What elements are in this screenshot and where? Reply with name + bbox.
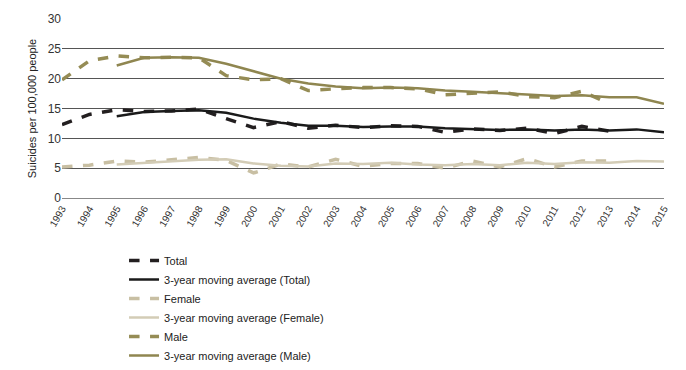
svg-text:5: 5 [54,161,61,175]
svg-text:2001: 2001 [266,204,287,229]
svg-text:Female: Female [164,293,201,305]
svg-text:1993: 1993 [47,204,68,229]
svg-text:1995: 1995 [102,204,123,229]
svg-text:3-year moving average (Female): 3-year moving average (Female) [164,312,324,324]
svg-text:Male: Male [164,331,188,343]
svg-text:10: 10 [48,132,62,146]
svg-text:2006: 2006 [403,204,424,229]
svg-text:2003: 2003 [321,204,342,229]
svg-text:1997: 1997 [157,204,178,229]
svg-text:2015: 2015 [649,204,670,229]
svg-text:2004: 2004 [348,204,369,229]
svg-text:2011: 2011 [540,204,560,229]
svg-text:20: 20 [48,72,62,86]
svg-text:30: 30 [48,12,62,26]
svg-text:2008: 2008 [458,204,479,229]
svg-text:2014: 2014 [622,204,643,229]
svg-text:2005: 2005 [376,204,397,229]
svg-text:1994: 1994 [75,204,96,229]
svg-text:2010: 2010 [513,204,534,229]
svg-text:2007: 2007 [431,204,452,229]
svg-text:2002: 2002 [294,204,315,229]
svg-text:0: 0 [54,191,61,205]
svg-text:25: 25 [48,42,62,56]
svg-text:2009: 2009 [485,204,506,229]
svg-text:2000: 2000 [239,204,260,229]
svg-text:1998: 1998 [184,204,205,229]
svg-text:3-year moving average (Male): 3-year moving average (Male) [164,350,311,362]
svg-text:1999: 1999 [212,204,233,229]
svg-text:3-year moving average (Total): 3-year moving average (Total) [164,274,310,286]
svg-text:2012: 2012 [567,204,588,229]
svg-text:Total: Total [164,255,187,267]
svg-text:2013: 2013 [595,204,616,229]
svg-text:Suicides per 100,000 people: Suicides per 100,000 people [26,39,38,178]
svg-text:15: 15 [48,102,62,116]
svg-text:1996: 1996 [130,204,151,229]
